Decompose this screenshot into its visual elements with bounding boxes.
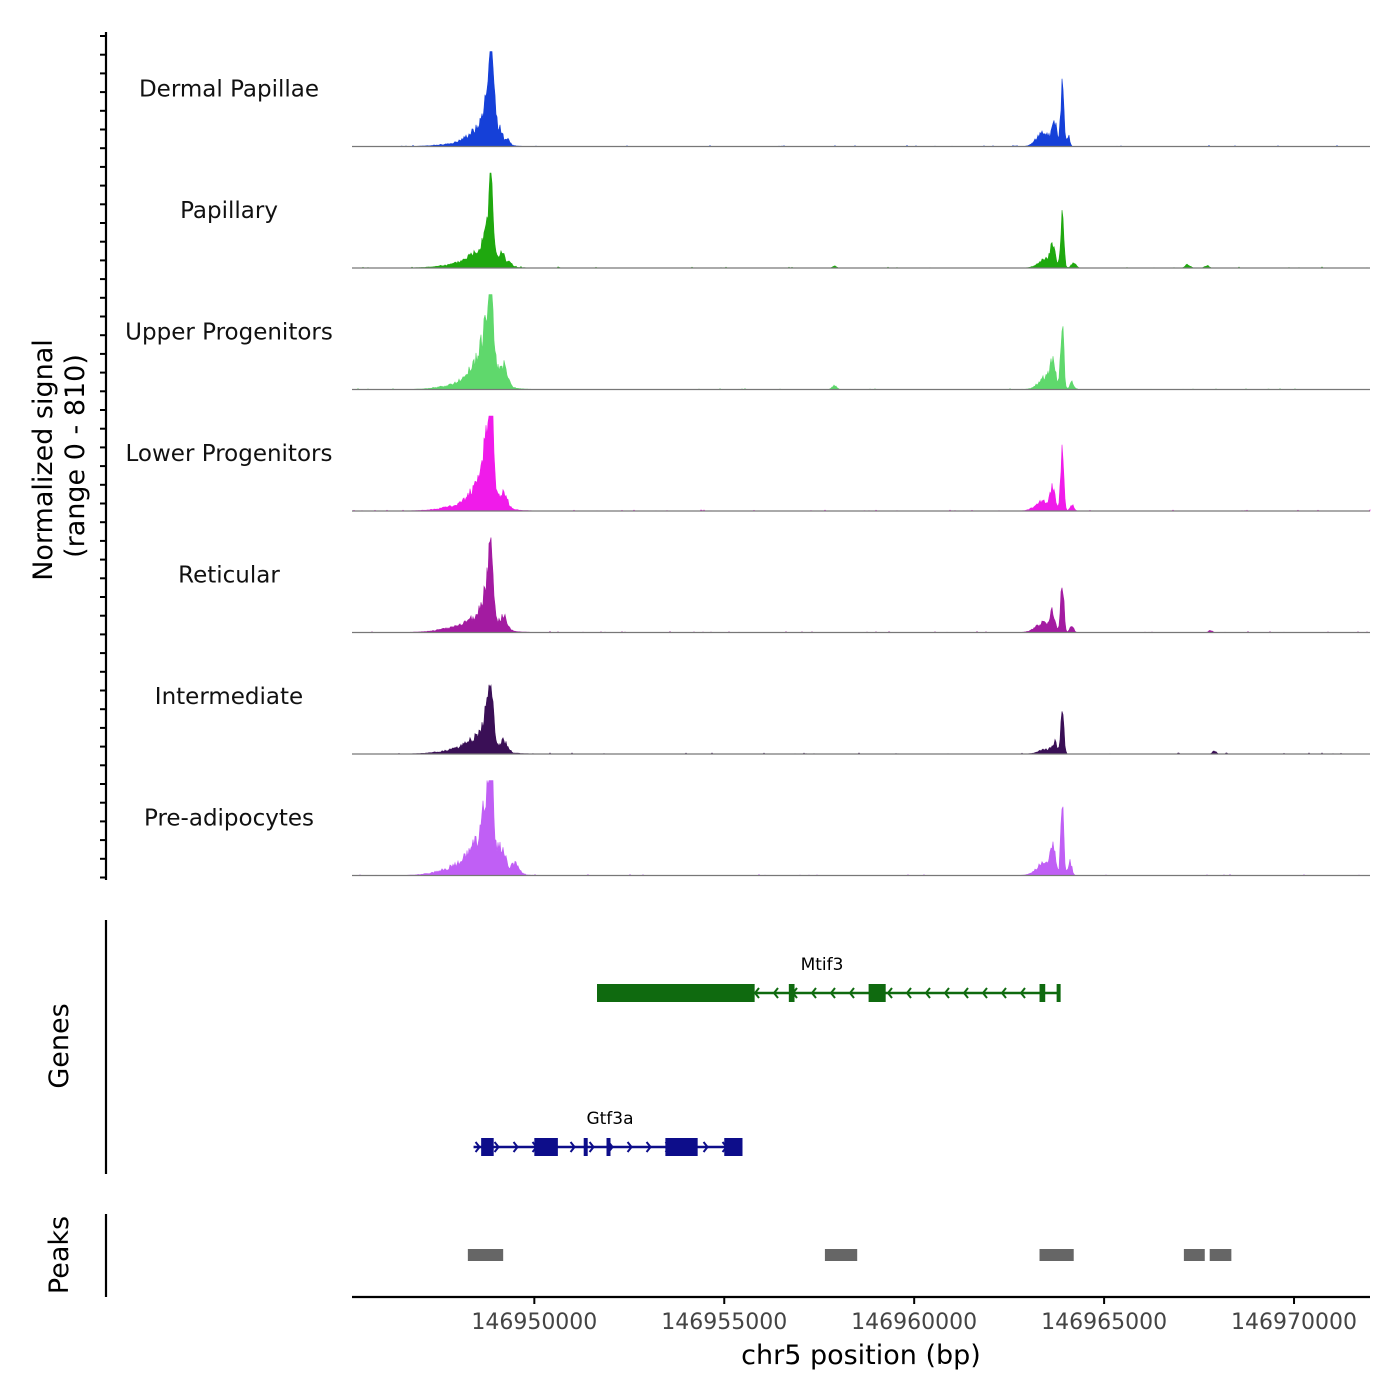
track-upper-progenitors: Upper Progenitors: [125, 294, 1370, 391]
track-lower-progenitors: Lower Progenitors: [126, 415, 1371, 512]
x-tick-label: 146970000: [1231, 1310, 1357, 1335]
strand-arrow: [848, 987, 855, 999]
exon: [597, 984, 755, 1002]
strand-arrow: [702, 1141, 709, 1153]
strand-arrow: [493, 1141, 500, 1153]
strand-arrow: [474, 1141, 481, 1153]
strand-arrow: [512, 1141, 519, 1153]
x-tick-label: 146965000: [1041, 1310, 1167, 1335]
strand-arrow: [886, 987, 893, 999]
signal-area: [352, 51, 1370, 147]
peak-bar: [824, 1249, 858, 1261]
strand-arrow: [924, 987, 931, 999]
exon: [724, 1138, 743, 1156]
x-tick-label: 146950000: [471, 1310, 597, 1335]
strand-arrow: [905, 987, 912, 999]
track-label: Pre-adipocytes: [144, 806, 314, 832]
signal-area: [352, 415, 1371, 512]
strand-arrow: [772, 987, 779, 999]
x-axis-title: chr5 position (bp): [741, 1340, 981, 1371]
exon: [788, 984, 795, 1002]
track-label: Dermal Papillae: [139, 77, 319, 103]
track-dermal-papillae: Dermal Papillae: [139, 51, 1370, 148]
exon: [1039, 984, 1046, 1002]
gene-label: Mtif3: [801, 955, 844, 975]
exon: [583, 1138, 588, 1156]
gene-annotations: Gtf3a Mtif3: [473, 955, 1061, 1156]
gene-label: Gtf3a: [586, 1109, 633, 1129]
peak-regions: [467, 1249, 1232, 1261]
strand-arrow: [1000, 987, 1007, 999]
coverage-tracks: Dermal Papillae Papillary Upper Progenitor…: [125, 51, 1371, 877]
strand-arrow: [962, 987, 969, 999]
track-papillary: Papillary: [180, 172, 1370, 269]
genes-axis-title: Genes: [44, 1003, 75, 1088]
strand-arrow: [810, 987, 817, 999]
track-reticular: Reticular: [178, 537, 1370, 634]
track-label: Papillary: [180, 198, 278, 224]
exon: [534, 1138, 558, 1156]
signal-area: [352, 780, 1370, 876]
track-label: Upper Progenitors: [125, 320, 333, 346]
exon: [481, 1138, 494, 1156]
signal-y-ticks: [100, 35, 106, 879]
strand-arrow: [626, 1141, 633, 1153]
strand-arrow: [829, 987, 836, 999]
peak-bar: [467, 1249, 504, 1261]
exon: [1056, 984, 1061, 1002]
exon: [665, 1138, 698, 1156]
strand-arrow: [569, 1141, 576, 1153]
y-axis-title-line2: (range 0 - 810): [60, 354, 91, 558]
peak-bar: [1209, 1249, 1232, 1261]
x-axis-ticks: 146950000 146955000 146960000 146965000 1469…: [471, 1297, 1357, 1335]
peaks-axis-title: Peaks: [44, 1216, 75, 1294]
signal-area: [352, 684, 1370, 755]
signal-area: [352, 172, 1370, 269]
exon: [868, 984, 886, 1002]
signal-area: [352, 537, 1370, 633]
peak-bar: [1183, 1249, 1205, 1261]
strand-arrow: [943, 987, 950, 999]
signal-area: [352, 294, 1370, 390]
track-pre-adipocytes: Pre-adipocytes: [144, 780, 1370, 877]
x-tick-label: 146955000: [661, 1310, 787, 1335]
strand-arrow: [588, 1141, 595, 1153]
strand-arrow: [1019, 987, 1026, 999]
exon: [606, 1138, 611, 1156]
x-tick-label: 146960000: [851, 1310, 977, 1335]
gene-gtf3a: Gtf3a: [473, 1109, 743, 1156]
strand-arrow: [753, 987, 760, 999]
strand-arrow: [981, 987, 988, 999]
track-label: Lower Progenitors: [126, 441, 333, 467]
y-axis-title-line1: Normalized signal: [28, 339, 59, 581]
gene-mtif3: Mtif3: [597, 955, 1061, 1002]
track-intermediate: Intermediate: [155, 684, 1370, 755]
strand-arrow: [645, 1141, 652, 1153]
track-label: Intermediate: [155, 684, 303, 710]
peak-bar: [1039, 1249, 1074, 1261]
track-label: Reticular: [178, 563, 280, 589]
